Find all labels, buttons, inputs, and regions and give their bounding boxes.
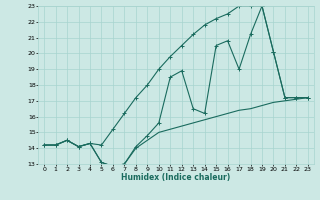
X-axis label: Humidex (Indice chaleur): Humidex (Indice chaleur) <box>121 173 231 182</box>
